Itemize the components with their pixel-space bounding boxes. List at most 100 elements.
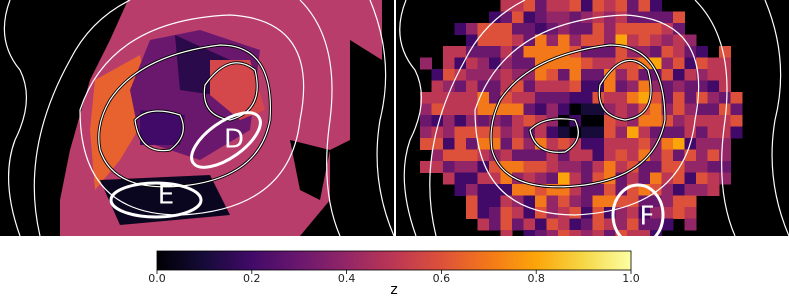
pixel	[615, 23, 628, 35]
pixel	[535, 92, 547, 104]
tick-label: 0.6	[433, 272, 451, 285]
pixel	[707, 138, 720, 150]
pixel	[477, 57, 490, 70]
pixel	[627, 80, 639, 93]
pixel	[604, 92, 616, 104]
pixel	[454, 69, 467, 81]
pixel	[615, 69, 628, 81]
pixel	[558, 207, 570, 219]
contour	[399, 0, 423, 236]
region	[100, 175, 230, 225]
pixel	[604, 149, 616, 162]
pixel	[535, 103, 547, 116]
pixel	[523, 11, 536, 24]
pixel	[673, 103, 685, 116]
pixel	[466, 126, 478, 139]
pixel	[650, 230, 662, 236]
pixel	[684, 69, 697, 81]
pixel	[443, 103, 455, 116]
pixel	[730, 103, 743, 116]
pixel	[466, 23, 478, 35]
pixel	[673, 149, 685, 162]
pixel	[592, 195, 605, 208]
pixel	[535, 161, 547, 173]
pixel	[650, 149, 662, 162]
pixel	[535, 80, 547, 93]
pixel	[535, 46, 547, 58]
pixel	[523, 0, 536, 12]
pixel	[420, 115, 432, 127]
pixel	[730, 126, 743, 139]
pixel	[558, 126, 570, 139]
pixel	[604, 0, 616, 12]
pixel	[627, 0, 639, 12]
pixel	[581, 172, 593, 185]
pixel	[650, 172, 662, 185]
pixel	[707, 115, 720, 127]
pixel	[650, 207, 662, 219]
pixel	[592, 161, 605, 173]
pixel	[604, 80, 616, 93]
pixel	[719, 46, 731, 58]
pixel	[489, 207, 501, 219]
pixel	[535, 195, 547, 208]
pixel	[569, 172, 582, 185]
pixel	[615, 80, 628, 93]
pixel	[673, 11, 685, 24]
pixel	[431, 80, 444, 93]
pixel	[684, 103, 697, 116]
pixel	[627, 172, 639, 185]
pixel	[581, 138, 593, 150]
tick-label: 1.0	[622, 272, 640, 285]
pixel	[581, 207, 593, 219]
pixel	[615, 184, 628, 196]
pixel	[638, 0, 651, 12]
pixel	[500, 207, 513, 219]
pixel	[592, 184, 605, 196]
pixel	[500, 11, 513, 24]
pixel	[707, 57, 720, 70]
pixel	[489, 218, 501, 231]
pixel	[558, 230, 570, 236]
pixel	[684, 34, 697, 47]
pixel	[673, 34, 685, 47]
pixel	[719, 126, 731, 139]
pixel	[512, 103, 524, 116]
pixel	[684, 195, 697, 208]
pixel	[673, 207, 685, 219]
pixel	[569, 207, 582, 219]
pixel	[546, 34, 559, 47]
pixel	[523, 115, 536, 127]
pixel	[454, 23, 467, 35]
pixel	[512, 138, 524, 150]
pixel	[420, 161, 432, 173]
pixel	[615, 138, 628, 150]
pixel	[696, 184, 708, 196]
pixel	[592, 34, 605, 47]
pixel	[650, 218, 662, 231]
pixel	[569, 103, 582, 116]
pixel	[523, 57, 536, 70]
pixel	[673, 195, 685, 208]
highlight-ellipse	[109, 181, 203, 219]
pixel	[627, 126, 639, 139]
pixel	[558, 34, 570, 47]
annotation: E	[158, 181, 174, 211]
region	[140, 110, 185, 145]
pixel	[466, 80, 478, 93]
pixel	[615, 230, 628, 236]
pixel	[696, 103, 708, 116]
pixel	[592, 0, 605, 12]
pixel	[696, 126, 708, 139]
pixel	[615, 149, 628, 162]
pixel	[707, 92, 720, 104]
pixel	[569, 149, 582, 162]
pixel	[684, 172, 697, 185]
pixel	[581, 34, 593, 47]
pixel	[512, 46, 524, 58]
pixel	[707, 103, 720, 116]
pixel	[523, 23, 536, 35]
pixel	[454, 138, 467, 150]
pixel	[661, 126, 674, 139]
